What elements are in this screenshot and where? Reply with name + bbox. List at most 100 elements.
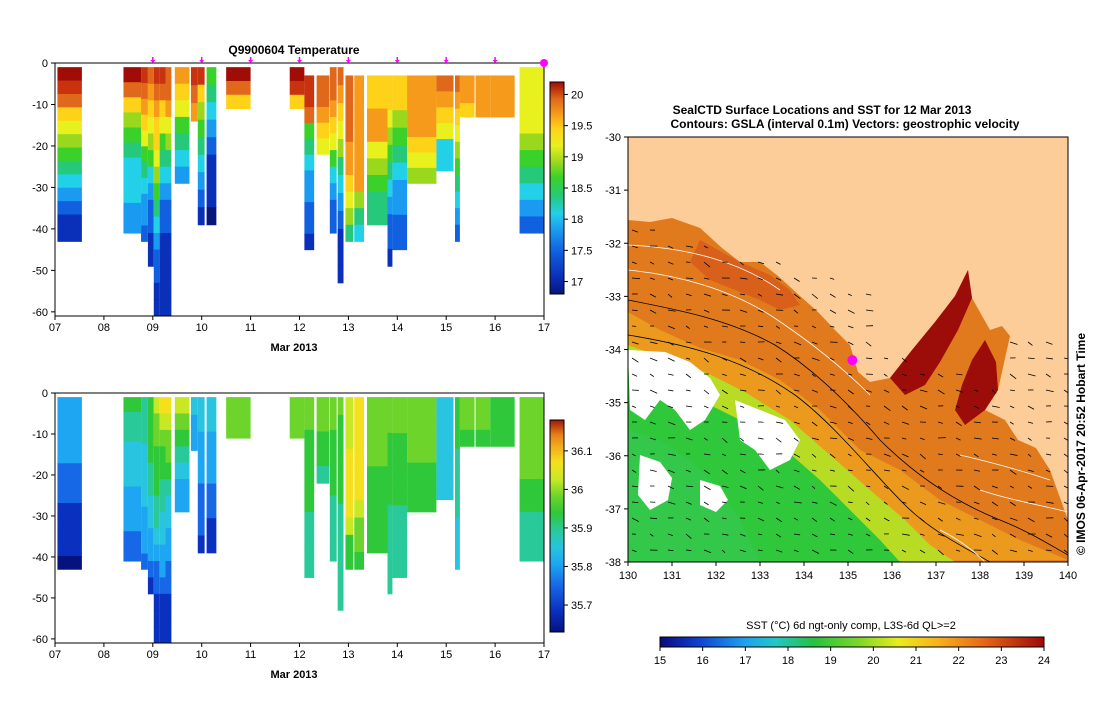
profile-cell [490, 103, 514, 117]
profile-cell [207, 397, 217, 415]
profile-cell [160, 84, 166, 101]
profile-cell [388, 232, 393, 250]
profile-cell [198, 466, 205, 484]
profile-cell [123, 501, 141, 516]
profile-cell [330, 117, 337, 134]
profile-cell [392, 487, 407, 506]
profile-cell [166, 283, 172, 300]
profile-cell [57, 477, 81, 491]
profile-cell [57, 490, 81, 504]
profile-cell [154, 200, 160, 217]
profile-cell [175, 150, 190, 167]
map-x-tick-label: 138 [971, 570, 989, 582]
profile-cell [338, 486, 344, 504]
profile-cell [345, 192, 353, 209]
profile-cell [388, 397, 393, 415]
profile-cell [198, 85, 205, 103]
profile-cell [198, 155, 205, 173]
profile-cell [175, 397, 190, 414]
profile-cell [317, 75, 330, 91]
profile-cell [460, 397, 475, 414]
profile-cell [304, 561, 314, 578]
profile-cell [123, 143, 141, 159]
profile-cell [160, 67, 166, 84]
profile-cell [545, 519, 549, 537]
profile-cell [148, 84, 154, 101]
salinity-xlabel: Mar 2013 [270, 669, 317, 681]
profile-cell [148, 183, 154, 200]
profile-cell [154, 67, 160, 84]
profile-cell [148, 430, 154, 447]
temperature-colorbar [550, 82, 564, 294]
profile-cell [392, 128, 407, 146]
profile-cell [123, 487, 141, 502]
profile-cell [520, 545, 544, 562]
x-tick-label: 13 [342, 649, 354, 661]
y-tick-label: -10 [32, 429, 48, 441]
profile-cell [338, 139, 344, 157]
profile-cell [354, 518, 364, 536]
profile-cell [345, 397, 353, 415]
profile-cell [123, 127, 141, 143]
profile-cell [57, 161, 81, 175]
profile-cell [407, 152, 436, 168]
profile-cell [191, 67, 198, 85]
profile-cell [354, 75, 364, 92]
profile-cell [455, 432, 460, 450]
profile-cell [520, 397, 544, 414]
profile-cell [436, 107, 453, 123]
profile-cell [57, 503, 81, 517]
profile-cell [123, 457, 141, 472]
profile-cell [330, 512, 337, 529]
profile-cell [141, 491, 148, 507]
profile-cell [455, 192, 460, 209]
profile-cell [198, 432, 205, 450]
map-y-tick-label: -36 [605, 451, 621, 463]
profile-cell [175, 67, 190, 84]
profile-cell [160, 167, 166, 184]
map-y-tick-label: -38 [605, 557, 621, 569]
profile-cell [57, 94, 81, 108]
profile-cell [304, 186, 314, 202]
profile-cell [166, 397, 172, 414]
profile-cell [198, 67, 205, 85]
profile-cell [330, 216, 337, 233]
colorbar-tick-label: 18 [571, 214, 583, 226]
colorbar-tick-label: 20 [571, 89, 583, 101]
profile-cell [354, 466, 364, 484]
profile-cell [545, 432, 549, 450]
profile-cell [160, 233, 166, 250]
profile-cell [154, 134, 160, 151]
profile-cell [304, 479, 314, 496]
profile-cell [154, 117, 160, 134]
profile-cell [198, 172, 205, 190]
profile-cell [226, 67, 250, 81]
profile-cell [407, 397, 436, 414]
profile-cell [317, 466, 330, 484]
profile-cell [455, 92, 460, 109]
profile-cell [520, 117, 544, 134]
profile-cell [160, 545, 166, 562]
profile-cell [166, 183, 172, 200]
profile-cell [198, 536, 205, 554]
profile-cell [148, 167, 154, 184]
profile-cell [160, 610, 166, 627]
profile-cell [520, 84, 544, 101]
profile-cell [345, 432, 353, 450]
profile-cell [141, 413, 148, 429]
profile-cell [123, 173, 141, 189]
profile-cell [175, 479, 190, 496]
profile-cell [123, 97, 141, 113]
profile-cell [354, 125, 364, 142]
profile-cell [290, 424, 305, 438]
profile-cell [207, 137, 217, 155]
profile-cell [407, 137, 436, 153]
profile-cell [407, 75, 436, 91]
salinity-colorbar [550, 420, 564, 632]
profile-cell [317, 397, 330, 415]
profile-cell [148, 67, 154, 84]
profile-cell [166, 200, 172, 217]
profile-cell [160, 266, 166, 283]
profile-cell [330, 397, 337, 414]
